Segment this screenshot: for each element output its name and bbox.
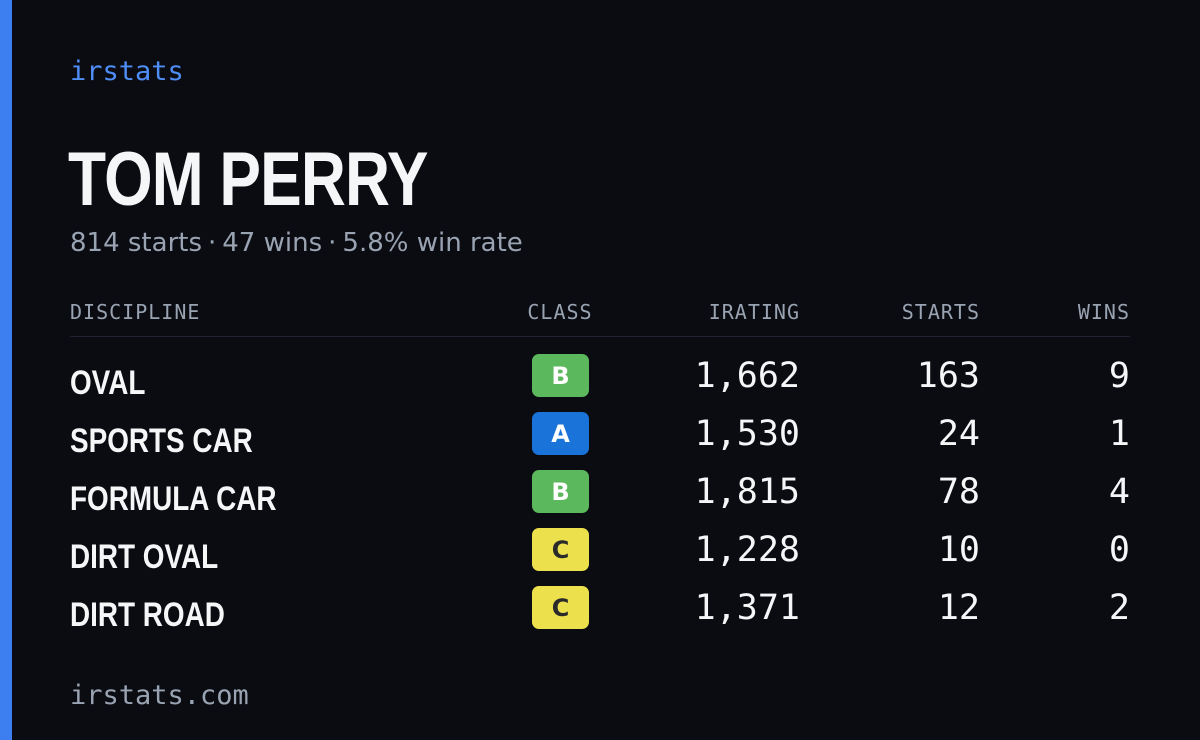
header-wins: WINS — [1077, 300, 1130, 324]
wins-value: 0 — [1108, 530, 1130, 570]
brand-logo-text: irstats — [70, 56, 184, 87]
class-badge: B — [532, 470, 589, 513]
discipline-name: DIRT OVAL — [70, 538, 219, 576]
starts-value: 163 — [916, 356, 980, 396]
accent-bar — [0, 0, 12, 740]
class-badge: B — [532, 354, 589, 397]
header-divider — [70, 336, 1130, 337]
discipline-name: DIRT ROAD — [70, 596, 225, 634]
table-row: DIRT OVAL C 1,228 10 0 — [0, 528, 1200, 586]
irating-value: 1,228 — [694, 530, 800, 570]
wins-value: 1 — [1108, 414, 1130, 454]
wins-value: 9 — [1108, 356, 1130, 396]
starts-value: 10 — [937, 530, 980, 570]
summary-wins: 47 wins — [222, 228, 323, 258]
discipline-name: FORMULA CAR — [70, 480, 277, 518]
discipline-name: OVAL — [70, 364, 146, 402]
header-discipline: DISCIPLINE — [70, 300, 201, 324]
class-badge: C — [532, 586, 589, 629]
discipline-name: SPORTS CAR — [70, 422, 253, 460]
header-irating: IRATING — [708, 300, 800, 324]
header-starts: STARTS — [901, 300, 980, 324]
table-row: SPORTS CAR A 1,530 24 1 — [0, 412, 1200, 470]
starts-value: 78 — [937, 472, 980, 512]
irating-value: 1,662 — [694, 356, 800, 396]
class-badge: C — [532, 528, 589, 571]
irating-value: 1,530 — [694, 414, 800, 454]
wins-value: 2 — [1108, 588, 1130, 628]
table-row: DIRT ROAD C 1,371 12 2 — [0, 586, 1200, 644]
header-class: CLASS — [527, 300, 593, 324]
starts-value: 12 — [937, 588, 980, 628]
driver-name: TOM PERRY — [68, 137, 428, 222]
table-row: OVAL B 1,662 163 9 — [0, 354, 1200, 412]
summary-starts: 814 starts — [70, 228, 202, 258]
irating-value: 1,815 — [694, 472, 800, 512]
footer-url: irstats.com — [70, 680, 249, 711]
wins-value: 4 — [1108, 472, 1130, 512]
driver-summary: 814 starts · 47 wins · 5.8% win rate — [70, 228, 523, 258]
class-badge: A — [532, 412, 589, 455]
table-row: FORMULA CAR B 1,815 78 4 — [0, 470, 1200, 528]
starts-value: 24 — [937, 414, 980, 454]
summary-separator: · — [208, 228, 217, 258]
summary-win-rate: 5.8% win rate — [342, 228, 523, 258]
irating-value: 1,371 — [694, 588, 800, 628]
summary-separator: · — [328, 228, 337, 258]
